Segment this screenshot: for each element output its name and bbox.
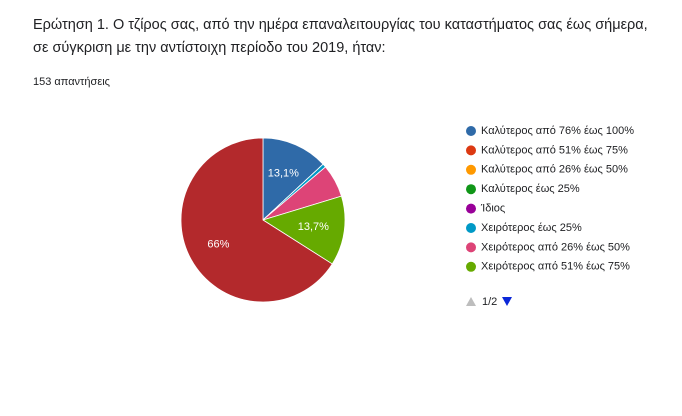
legend-prev-arrow[interactable] (466, 297, 476, 306)
legend-label: Καλύτερος από 76% έως 100% (481, 125, 634, 137)
legend-swatch (466, 223, 476, 233)
legend-label: Ίδιος (480, 203, 505, 215)
chart-subtitle: 153 απαντήσεις (33, 76, 110, 88)
legend-page: 1/2 (482, 296, 497, 308)
legend-swatch (466, 242, 476, 253)
legend-label: Καλύτερος από 26% έως 50% (481, 164, 628, 176)
chart-title: Ερώτηση 1. Ο τζίρος σας, από την ημέρα ε… (33, 17, 648, 56)
pie-slice (262, 137, 324, 221)
legend-swatch (466, 261, 476, 272)
slice-label: 13,1% (268, 167, 299, 179)
legend-swatch (466, 126, 476, 136)
slice-label: 66% (207, 238, 229, 250)
legend-label: Χειρότερος από 51% έως 75% (481, 261, 630, 273)
legend-swatch (466, 145, 476, 156)
pie-slice (262, 195, 346, 265)
legend-swatch (466, 203, 476, 214)
legend-label: Καλύτερος έως 25% (481, 183, 580, 195)
legend-label: Καλύτερος από 51% έως 75% (481, 144, 628, 156)
slice-label: 13,7% (298, 221, 329, 233)
legend-label: Χειρότερος από 26% έως 50% (481, 241, 630, 253)
legend-swatch (466, 164, 476, 175)
pie-slice (180, 137, 333, 303)
legend-label: Χειρότερος έως 25% (481, 222, 582, 234)
legend-swatch (466, 184, 476, 195)
legend-next-arrow[interactable] (502, 297, 512, 306)
